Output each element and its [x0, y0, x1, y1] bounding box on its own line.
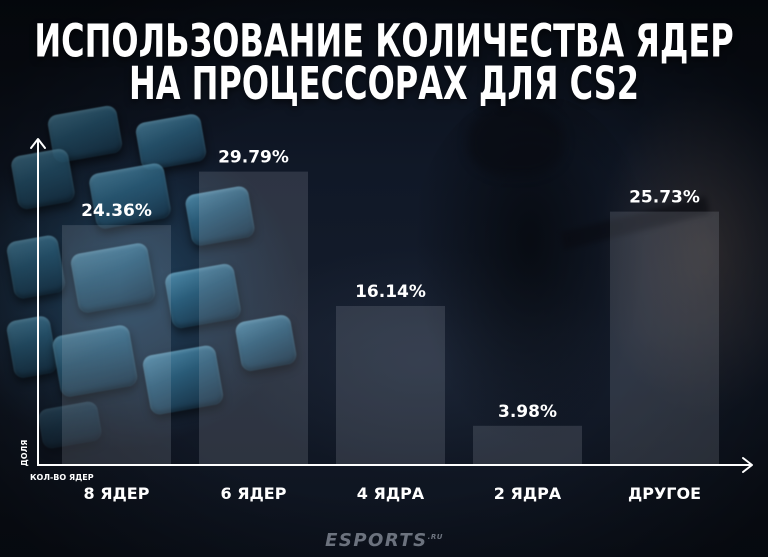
value-labels: 24.36% 29.79% 16.14% 3.98% 25.73% — [81, 148, 700, 422]
bar-5 — [610, 211, 719, 465]
bar-1 — [62, 225, 171, 465]
category-label-1: 8 ЯДЕР — [84, 484, 150, 503]
x-axis-arrow — [742, 457, 753, 473]
logo-name: ESPORTS — [325, 530, 428, 551]
y-axis-label: ДОЛЯ — [20, 440, 29, 467]
category-label-3: 4 ЯДРА — [357, 484, 425, 503]
esports-logo: ESPORTS.RU — [0, 527, 768, 551]
category-label-5: ДРУГОЕ — [628, 484, 701, 503]
value-label-5: 25.73% — [629, 188, 700, 208]
y-axis-arrow — [30, 138, 46, 149]
value-label-1: 24.36% — [81, 201, 152, 221]
x-axis-label: КОЛ-ВО ЯДЕР — [30, 473, 94, 482]
category-label-4: 2 ЯДРА — [494, 484, 562, 503]
category-label-2: 6 ЯДЕР — [221, 484, 287, 503]
bar-3 — [336, 306, 445, 465]
value-label-4: 3.98% — [498, 402, 557, 422]
value-label-2: 29.79% — [218, 148, 289, 168]
bar-2 — [199, 171, 308, 465]
chart-title: ИСПОЛЬЗОВАНИЕ КОЛИЧЕСТВА ЯДЕР НА ПРОЦЕСС… — [34, 13, 734, 110]
bar-4 — [473, 425, 582, 465]
category-labels: 8 ЯДЕР 6 ЯДЕР 4 ЯДРА 2 ЯДРА ДРУГОЕ — [84, 484, 701, 503]
value-label-3: 16.14% — [355, 282, 426, 302]
axes: ДОЛЯ КОЛ-ВО ЯДЕР — [20, 138, 753, 482]
logo-suffix: .RU — [427, 533, 443, 541]
bars — [62, 171, 719, 465]
